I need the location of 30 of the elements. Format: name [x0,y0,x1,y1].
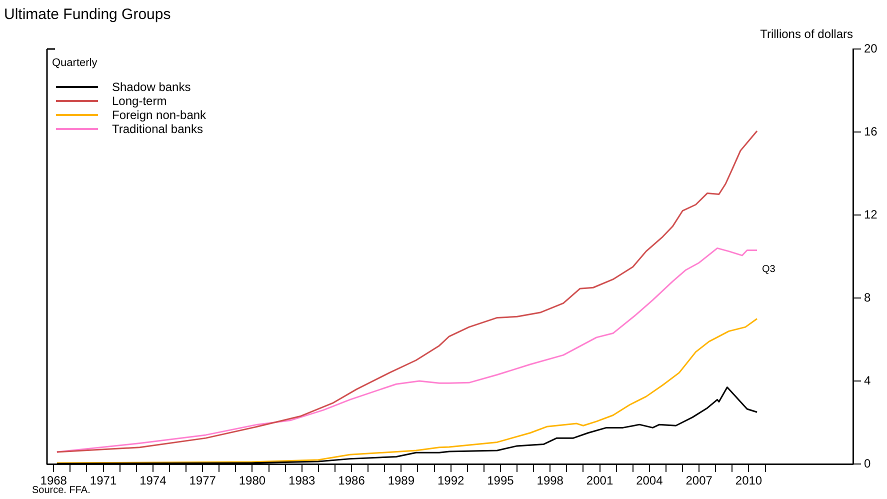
x-tick-label: 2007 [686,474,713,488]
x-tick-label: 1980 [238,474,266,488]
x-tick-label: 1998 [536,474,564,488]
legend-label: Long-term [112,94,167,108]
legend-label: Foreign non-bank [112,108,206,122]
legend-title: Quarterly [52,56,98,70]
y-tick-label: 0 [864,456,871,470]
chart-title: Ultimate Funding Groups [4,6,171,23]
x-tick-label: 1977 [189,474,216,488]
x-tick-label: 1989 [388,474,415,488]
x-tick-label: 1983 [288,474,316,488]
x-tick-label: 1986 [338,474,366,488]
x-tick-label: 1971 [90,474,117,488]
x-tick-label: 1992 [437,474,464,488]
y-axis-title: Trillions of dollars [760,27,853,41]
annotation: Q3 [762,264,776,275]
x-tick-label: 1995 [487,474,514,488]
legend-label: Shadow banks [112,80,191,94]
x-tick-label: 2001 [586,474,614,488]
y-tick-label: 20 [864,41,878,56]
legend-label: Traditional banks [112,122,203,136]
y-tick-label: 8 [864,290,871,304]
x-tick-label: 1974 [140,474,167,488]
x-tick-label: 2004 [636,474,664,488]
source-note: Source. FFA. [32,485,90,496]
x-tick-label: 2010 [735,474,762,488]
y-tick-label: 16 [864,124,878,138]
y-tick-label: 12 [864,207,878,222]
x-tick-label: 1968 [40,474,68,488]
y-tick-label: 4 [864,373,871,388]
